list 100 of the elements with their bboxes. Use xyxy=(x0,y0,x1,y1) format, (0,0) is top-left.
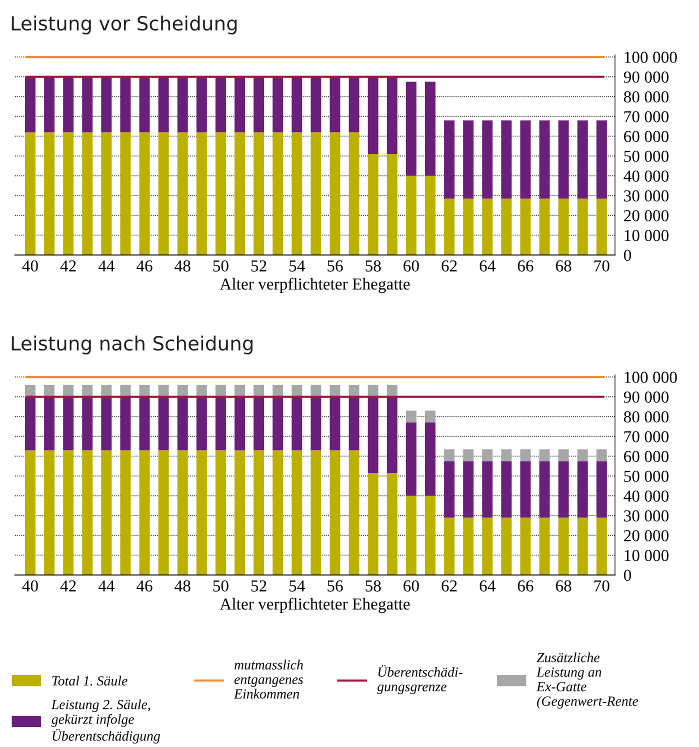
bar xyxy=(501,120,512,199)
y-tick-label: 80 000 xyxy=(624,411,669,423)
bar xyxy=(25,132,36,255)
bar xyxy=(82,450,93,575)
bar xyxy=(406,176,416,255)
y-tick-label: 90 000 xyxy=(624,391,669,403)
bar xyxy=(139,450,150,575)
bar xyxy=(348,450,360,575)
bar xyxy=(234,132,245,255)
bar xyxy=(520,449,531,462)
x-tick-label: 46 xyxy=(136,580,152,592)
bar xyxy=(539,461,550,518)
bar xyxy=(558,518,569,575)
x-tick-label: 42 xyxy=(60,260,76,272)
x-tick-label: 54 xyxy=(290,580,305,592)
bar xyxy=(482,120,493,199)
bar xyxy=(25,76,36,132)
bar xyxy=(596,461,607,518)
bar xyxy=(196,132,207,255)
y-tick-label: 0 xyxy=(624,570,632,581)
x-tick-label: 54 xyxy=(290,260,305,272)
bar xyxy=(596,120,607,199)
bar xyxy=(425,422,436,496)
bar xyxy=(368,396,378,474)
bar xyxy=(44,76,55,132)
x-tick-label: 60 xyxy=(404,580,419,592)
bar xyxy=(272,132,284,255)
legend-label: Zusätzliche Leistung an Ex-Gatte (Gegenwert-Rente xyxy=(536,652,638,709)
bar xyxy=(577,120,588,199)
x-tick-label: 50 xyxy=(213,580,228,592)
bar xyxy=(501,198,512,255)
x-tick-label: 46 xyxy=(136,260,152,272)
bar xyxy=(44,450,55,575)
x-tick-label: 44 xyxy=(98,580,114,592)
bar xyxy=(254,450,264,575)
bar xyxy=(254,132,264,255)
bar xyxy=(292,76,302,132)
bar xyxy=(596,198,607,255)
bar xyxy=(463,198,474,255)
bar xyxy=(463,518,474,575)
bar xyxy=(120,132,131,255)
chart-title: Leistung nach Scheidung xyxy=(12,336,253,354)
bar xyxy=(120,396,131,450)
bar xyxy=(254,76,264,132)
bar xyxy=(425,496,436,575)
bar xyxy=(577,518,588,575)
x-tick-label: 42 xyxy=(60,580,76,592)
bar xyxy=(482,449,493,462)
bar xyxy=(386,154,398,255)
x-tick-label: 40 xyxy=(22,260,38,272)
x-axis-title: Alter verpflichteter Ehegatte xyxy=(220,598,410,614)
bar xyxy=(539,449,550,462)
y-tick-label: 30 000 xyxy=(624,510,669,522)
x-tick-label: 58 xyxy=(366,260,381,272)
bar xyxy=(406,422,416,496)
y-tick-label: 60 000 xyxy=(624,130,669,142)
bar xyxy=(463,461,474,518)
x-tick-label: 66 xyxy=(518,580,534,592)
y-tick-label: 80 000 xyxy=(624,91,669,103)
bar xyxy=(348,132,360,255)
x-tick-label: 62 xyxy=(442,260,457,272)
x-tick-label: 52 xyxy=(251,580,266,592)
bar xyxy=(101,450,112,575)
y-tick-label: 10 000 xyxy=(624,230,669,242)
y-tick-label: 50 000 xyxy=(624,150,669,162)
bar xyxy=(82,132,93,255)
y-tick-label: 70 000 xyxy=(624,431,669,442)
bar xyxy=(272,76,284,132)
bar xyxy=(539,518,550,575)
x-tick-label: 64 xyxy=(480,260,496,272)
bar xyxy=(444,198,455,255)
bar xyxy=(406,410,416,423)
bar xyxy=(577,449,588,462)
bar xyxy=(82,396,93,450)
x-tick-label: 62 xyxy=(442,580,457,592)
bar xyxy=(82,76,93,132)
legend-label: mutmasslich entgangenes Einkommen xyxy=(234,660,304,699)
bar xyxy=(368,154,378,255)
bar xyxy=(482,198,493,255)
bar xyxy=(310,450,322,575)
x-tick-label: 58 xyxy=(366,580,381,592)
bar xyxy=(425,410,436,423)
legend-label: Überentschädi- gungsgrenze xyxy=(377,665,462,694)
bar xyxy=(596,518,607,575)
x-tick-label: 70 xyxy=(594,580,610,592)
bar xyxy=(425,176,436,255)
bar xyxy=(215,396,226,450)
x-tick-label: 68 xyxy=(556,580,572,592)
y-tick-label: 90 000 xyxy=(624,71,669,83)
bar xyxy=(101,396,112,450)
bar xyxy=(158,396,169,450)
chart-title: Leistung vor Scheidung xyxy=(12,16,237,34)
bar xyxy=(272,396,284,450)
bar xyxy=(63,132,74,255)
bar xyxy=(501,518,512,575)
bar xyxy=(558,198,569,255)
x-tick-label: 44 xyxy=(98,260,114,272)
bar xyxy=(501,449,512,462)
bar xyxy=(539,120,550,199)
bar xyxy=(44,132,55,255)
